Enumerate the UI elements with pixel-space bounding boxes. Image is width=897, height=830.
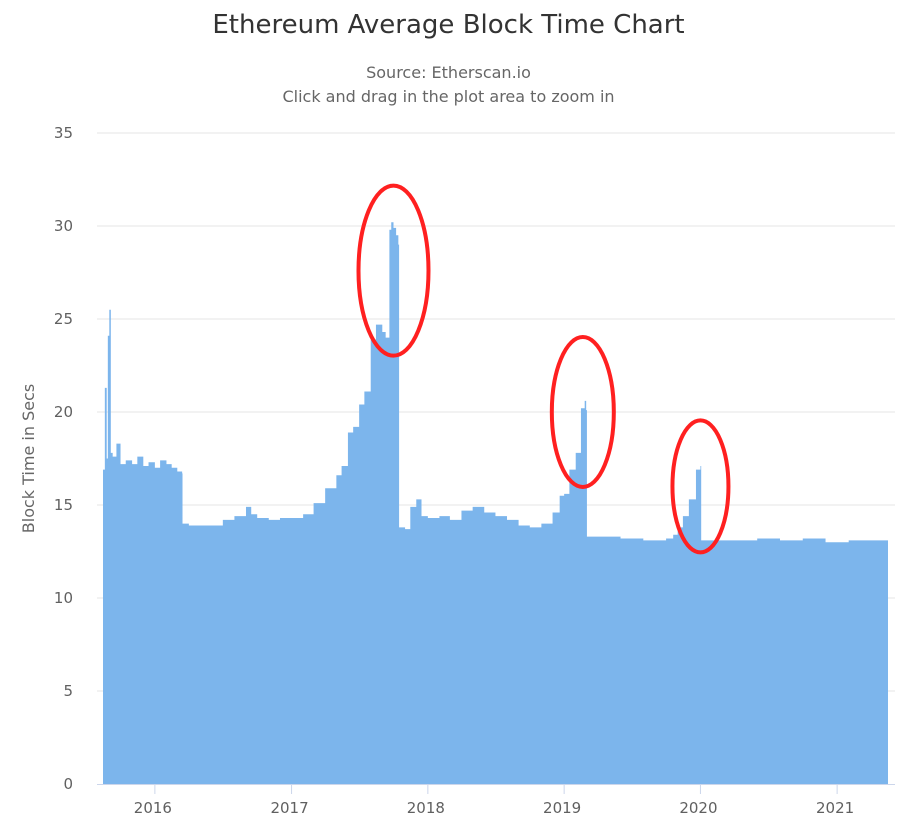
y-tick-label-0: 0 bbox=[63, 775, 73, 793]
y-axis: 0 5 10 15 20 25 30 35 Block Time in Secs bbox=[19, 124, 73, 793]
x-tick-label-2016: 2016 bbox=[134, 799, 172, 817]
y-tick-label-20: 20 bbox=[54, 403, 73, 421]
chart-subtitle-zoom-hint: Click and drag in the plot area to zoom … bbox=[282, 87, 615, 106]
y-tick-label-15: 15 bbox=[54, 496, 73, 514]
y-tick-label-35: 35 bbox=[54, 124, 73, 142]
x-tick-label-2017: 2017 bbox=[270, 799, 308, 817]
y-tick-label-25: 25 bbox=[54, 310, 73, 328]
annotation-circle-3 bbox=[670, 418, 731, 555]
annotation-circle-2 bbox=[549, 335, 616, 489]
annotation-group bbox=[356, 183, 731, 555]
grid-lines bbox=[97, 132, 895, 692]
annotation-circle-1 bbox=[356, 183, 431, 358]
series-area bbox=[103, 222, 888, 784]
y-axis-title: Block Time in Secs bbox=[19, 384, 38, 533]
chart-title: Ethereum Average Block Time Chart bbox=[212, 10, 685, 40]
x-tick-label-2021: 2021 bbox=[816, 799, 854, 817]
y-tick-label-5: 5 bbox=[63, 682, 73, 700]
chart-subtitle-source: Source: Etherscan.io bbox=[366, 63, 531, 82]
series-area-group bbox=[103, 222, 888, 784]
x-tick-label-2019: 2019 bbox=[543, 799, 581, 817]
x-tick-label-2018: 2018 bbox=[407, 799, 445, 817]
x-axis: 2016 2017 2018 2019 2020 2021 bbox=[97, 784, 895, 817]
y-tick-label-10: 10 bbox=[54, 589, 73, 607]
x-tick-label-2020: 2020 bbox=[679, 799, 717, 817]
y-tick-label-30: 30 bbox=[54, 217, 73, 235]
